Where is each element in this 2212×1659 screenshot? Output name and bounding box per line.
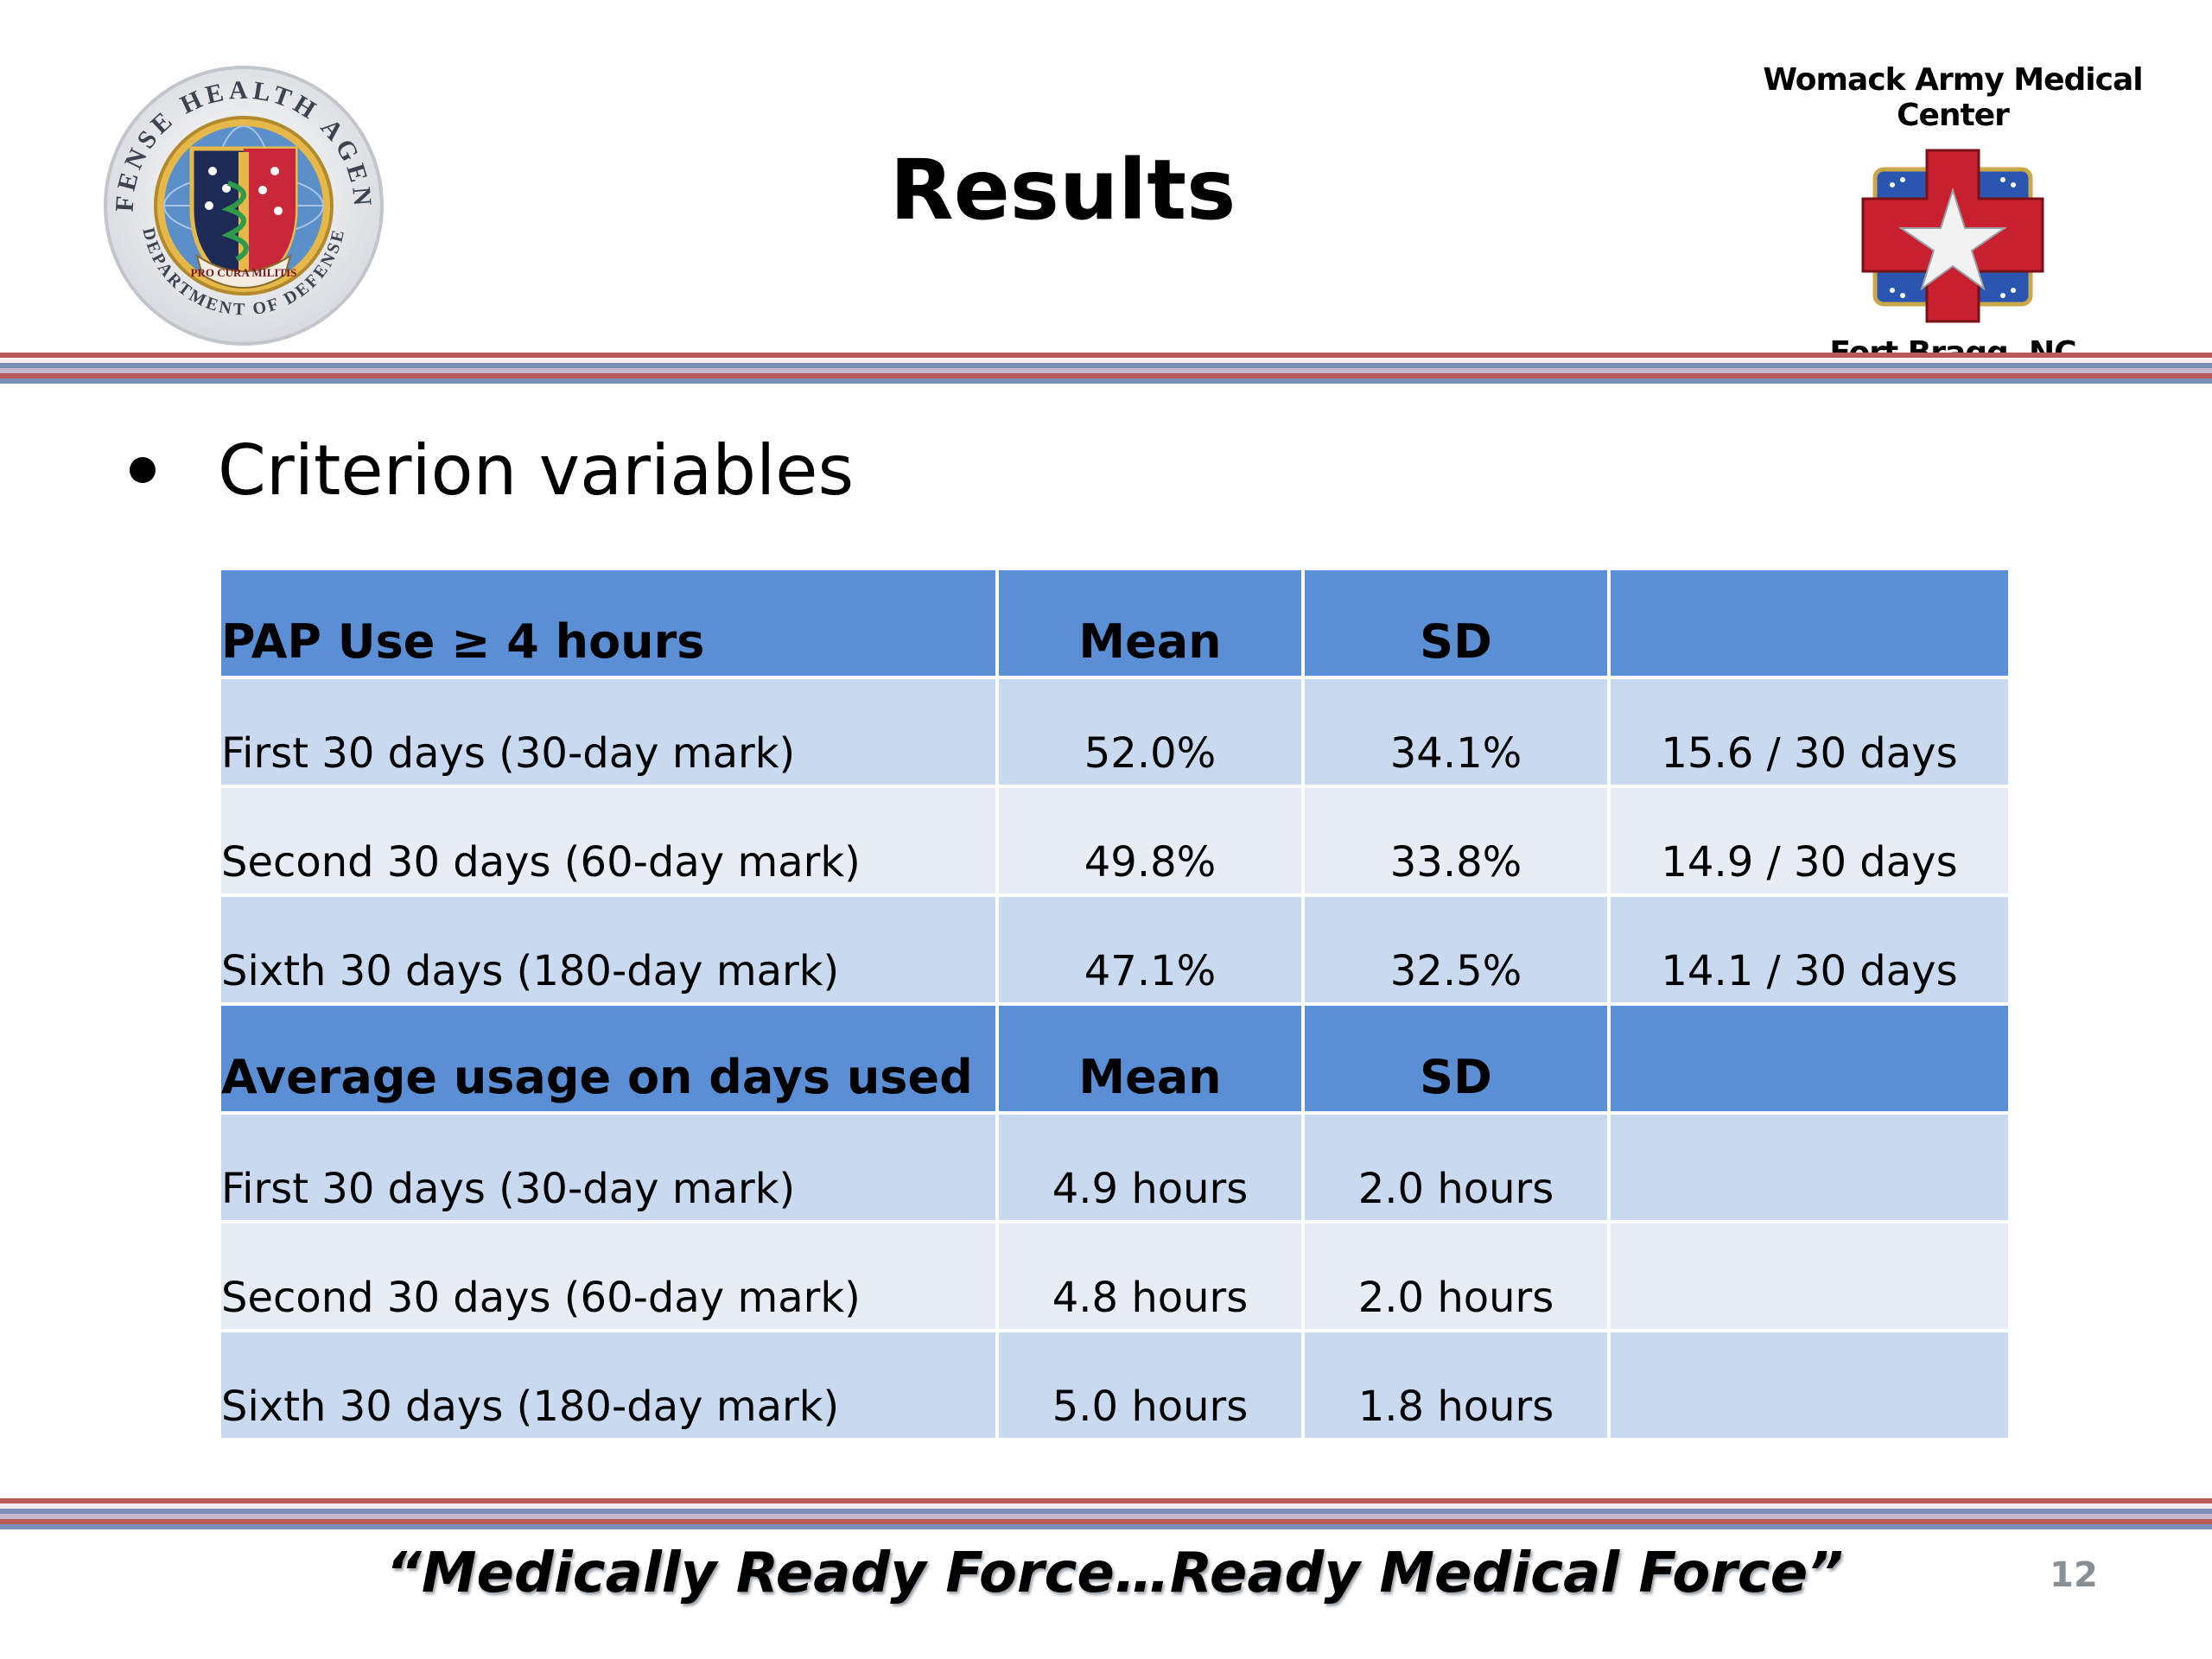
table-cell: 5.0 hours	[997, 1331, 1305, 1441]
table-row: Sixth 30 days (180-day mark) 5.0 hours 1…	[221, 1331, 2008, 1441]
table-cell	[1609, 1331, 2008, 1441]
bullet-dot-icon	[130, 457, 156, 484]
table-cell: First 30 days (30-day mark)	[221, 677, 999, 788]
footer-divider-stripe	[0, 1498, 2212, 1529]
table-cell: 32.5%	[1303, 895, 1611, 1006]
table-cell: 4.9 hours	[997, 1113, 1305, 1224]
table-row: First 30 days (30-day mark) 4.9 hours 2.…	[221, 1113, 2008, 1224]
table-row: Sixth 30 days (180-day mark) 47.1% 32.5%…	[221, 895, 2008, 1006]
table-row: Second 30 days (60-day mark) 4.8 hours 2…	[221, 1222, 2008, 1332]
table-cell: Sixth 30 days (180-day mark)	[221, 1331, 999, 1441]
table-section-header: Average usage on days used Mean SD	[221, 1004, 2008, 1115]
slide-title: Results	[889, 142, 1236, 238]
table-cell: Second 30 days (60-day mark)	[221, 786, 999, 897]
womack-name: Womack Army Medical Center	[1763, 62, 2143, 133]
table-header-cell: SD	[1303, 570, 1611, 679]
table-cell: First 30 days (30-day mark)	[221, 1113, 999, 1224]
table-row: First 30 days (30-day mark) 52.0% 34.1% …	[221, 677, 2008, 788]
bullet-criterion-variables: Criterion variables	[130, 423, 854, 518]
table-cell	[1609, 1222, 2008, 1332]
seal-motto: PRO CURA MILITIS	[191, 266, 297, 279]
womack-army-medical-center-emblem-icon	[1861, 149, 2044, 323]
table-header-cell	[1609, 1004, 2008, 1115]
table-cell: 33.8%	[1303, 786, 1611, 897]
bullet-text: Criterion variables	[218, 430, 855, 511]
table-header-cell: SD	[1303, 1004, 1611, 1115]
table-cell: 34.1%	[1303, 677, 1611, 788]
footer-tagline: “Medically Ready Force…Ready Medical For…	[385, 1541, 1844, 1605]
page-number: 12	[2050, 1555, 2098, 1595]
table-section-header: PAP Use ≥ 4 hours Mean SD	[221, 570, 2008, 679]
table-cell: 2.0 hours	[1303, 1113, 1611, 1224]
table-cell: 1.8 hours	[1303, 1331, 1611, 1441]
womack-logo-block: Womack Army Medical Center Fort Bragg, N…	[1728, 62, 2177, 371]
table-cell: 49.8%	[997, 786, 1305, 897]
table-header-cell: Mean	[997, 570, 1305, 679]
table-row: Second 30 days (60-day mark) 49.8% 33.8%…	[221, 786, 2008, 897]
table-cell: 2.0 hours	[1303, 1222, 1611, 1332]
defense-health-agency-seal-icon: PRO CURA MILITIS DEFENSE HEALTH AGENCY D…	[90, 62, 384, 346]
table-header-cell: Mean	[997, 1004, 1305, 1115]
table-header-cell	[1609, 570, 2008, 679]
table-cell	[1609, 1113, 2008, 1224]
table-cell: 47.1%	[997, 895, 1305, 1006]
table-cell: Second 30 days (60-day mark)	[221, 1222, 999, 1332]
table-header-cell: Average usage on days used	[221, 1004, 999, 1115]
results-table: PAP Use ≥ 4 hours Mean SD First 30 days …	[221, 570, 2008, 1441]
table-header-cell: PAP Use ≥ 4 hours	[221, 570, 999, 679]
header-divider-stripe	[0, 353, 2212, 384]
table-cell: 15.6 / 30 days	[1609, 677, 2008, 788]
table-cell: Sixth 30 days (180-day mark)	[221, 895, 999, 1006]
table-cell: 14.1 / 30 days	[1609, 895, 2008, 1006]
table-cell: 4.8 hours	[997, 1222, 1305, 1332]
table-cell: 52.0%	[997, 677, 1305, 788]
table-cell: 14.9 / 30 days	[1609, 786, 2008, 897]
